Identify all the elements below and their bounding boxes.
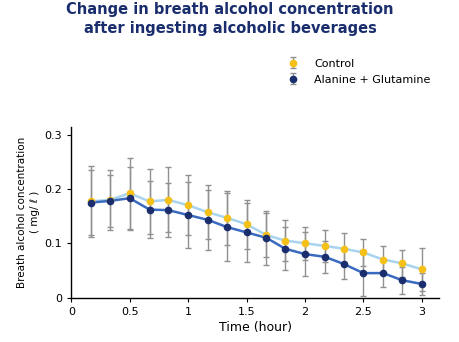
X-axis label: Time (hour): Time (hour) xyxy=(218,321,291,334)
Text: Change in breath alcohol concentration
after ingesting alcoholic beverages: Change in breath alcohol concentration a… xyxy=(66,2,393,36)
Y-axis label: Breath alcohol concentration
( mg/ ℓ ): Breath alcohol concentration ( mg/ ℓ ) xyxy=(17,136,40,288)
Legend: Control, Alanine + Glutamine: Control, Alanine + Glutamine xyxy=(277,55,433,88)
